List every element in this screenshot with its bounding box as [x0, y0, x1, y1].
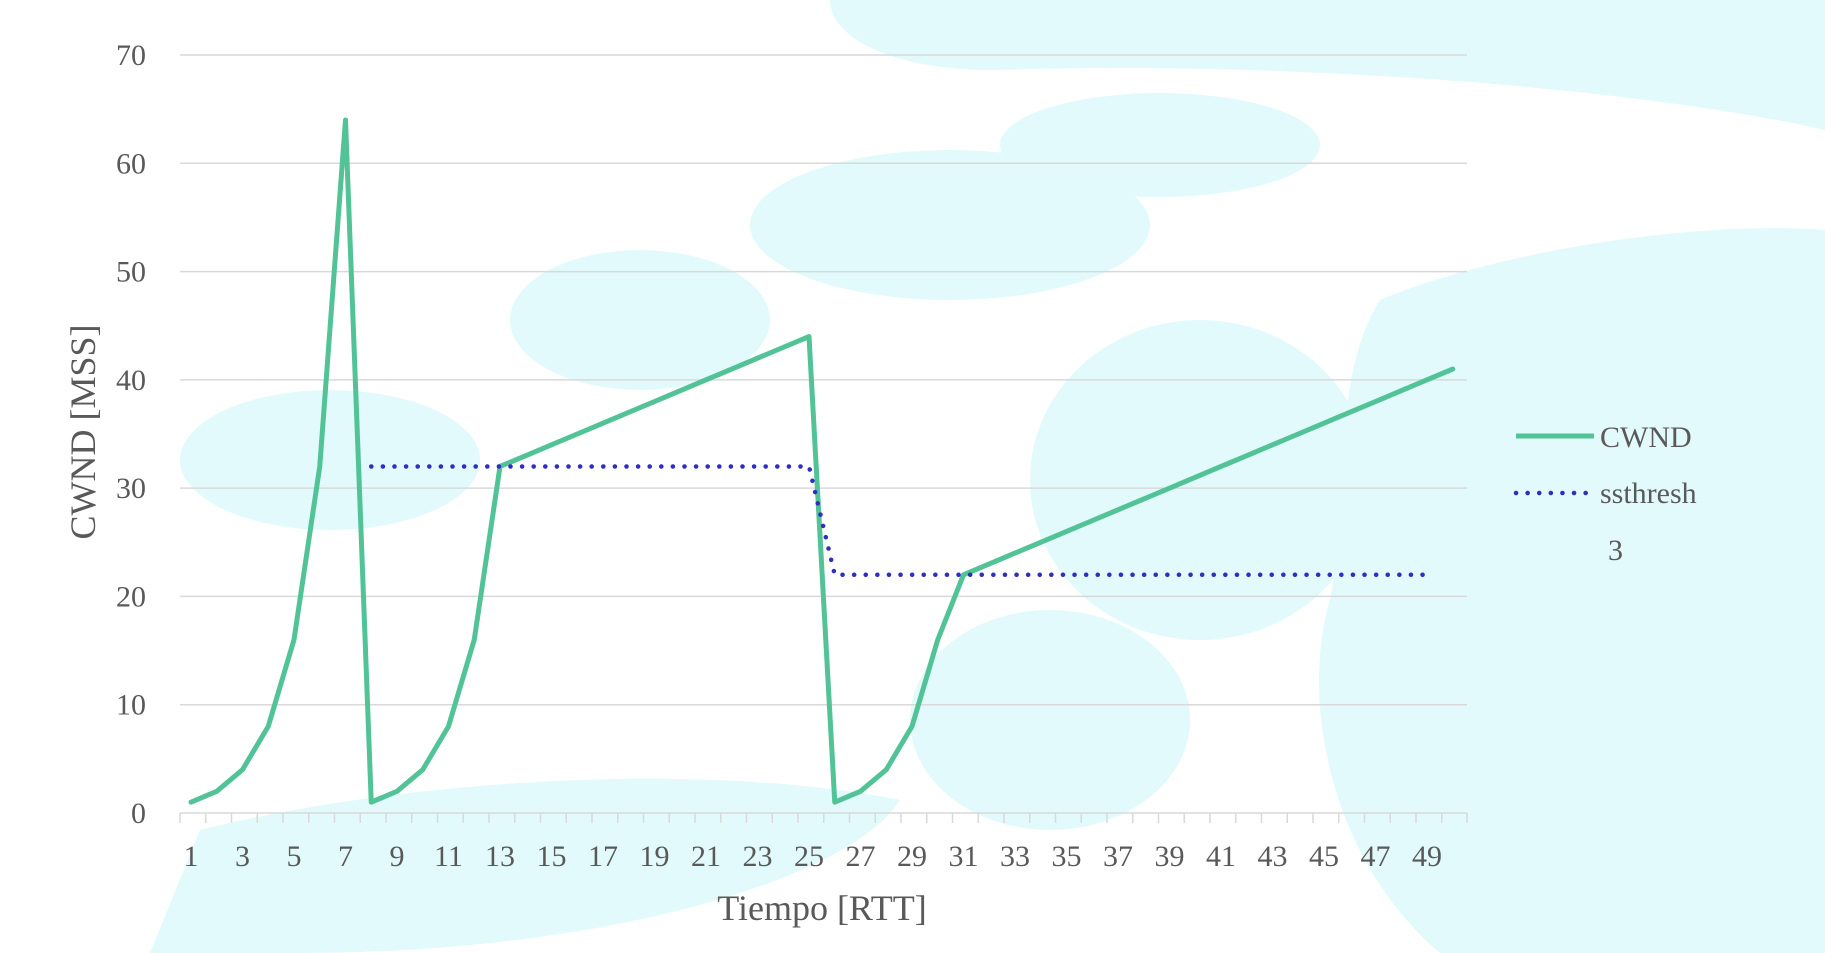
x-tick-label-31: 31: [949, 840, 979, 873]
x-tick-label-11: 11: [434, 840, 463, 873]
x-axis: [179, 812, 1468, 823]
x-tick-label-33: 33: [1000, 840, 1030, 873]
y-axis-title: CWND [MSS]: [63, 324, 103, 539]
x-tick-label-49: 49: [1412, 840, 1442, 873]
x-tick-label-29: 29: [897, 840, 927, 873]
y-tick-label-60: 60: [116, 147, 146, 180]
x-axis-ticks: 1 3 5 7 9 11 13 15 17 19 21 23 25 27 29 31 33 35 37 39 41 43 4…: [184, 840, 1443, 873]
x-tick-label-5: 5: [287, 840, 302, 873]
x-axis-title: Tiempo [RTT]: [717, 888, 927, 928]
x-tick-label-7: 7: [338, 840, 353, 873]
x-tick-label-41: 41: [1206, 840, 1236, 873]
x-tick-label-21: 21: [691, 840, 721, 873]
x-tick-label-37: 37: [1103, 840, 1133, 873]
x-tick-label-1: 1: [184, 840, 199, 873]
background-watermark: [150, 0, 1825, 953]
x-tick-label-17: 17: [588, 840, 618, 873]
legend-label-cwnd: CWND: [1600, 421, 1692, 454]
y-tick-label-10: 10: [116, 689, 146, 722]
x-tick-label-15: 15: [537, 840, 567, 873]
x-tick-label-45: 45: [1309, 840, 1339, 873]
y-tick-label-50: 50: [116, 256, 146, 289]
x-tick-label-39: 39: [1155, 840, 1185, 873]
grid-lines: [180, 54, 1467, 706]
y-tick-label-70: 70: [116, 39, 146, 72]
x-tick-label-19: 19: [640, 840, 670, 873]
x-tick-label-35: 35: [1052, 840, 1082, 873]
y-axis-ticks: 0 10 20 30 40 50 60 70: [116, 39, 146, 830]
y-tick-label-20: 20: [116, 580, 146, 613]
legend-label-ssthresh: ssthresh: [1600, 477, 1697, 510]
x-tick-label-9: 9: [390, 840, 405, 873]
series-line-cwnd: [188, 117, 1456, 805]
x-tick-label-23: 23: [743, 840, 773, 873]
legend-label-extra: 3: [1608, 534, 1623, 567]
x-tick-label-13: 13: [485, 840, 515, 873]
series-line-ssthresh: [369, 464, 1430, 578]
y-tick-label-30: 30: [116, 472, 146, 505]
x-tick-label-3: 3: [235, 840, 250, 873]
y-tick-label-40: 40: [116, 364, 146, 397]
x-tick-label-27: 27: [846, 840, 876, 873]
x-tick-label-43: 43: [1258, 840, 1288, 873]
x-tick-label-25: 25: [794, 840, 824, 873]
y-tick-label-0: 0: [131, 797, 146, 830]
x-tick-label-47: 47: [1361, 840, 1391, 873]
series-group: [188, 117, 1456, 805]
legend: CWND ssthresh 3: [1513, 421, 1697, 567]
